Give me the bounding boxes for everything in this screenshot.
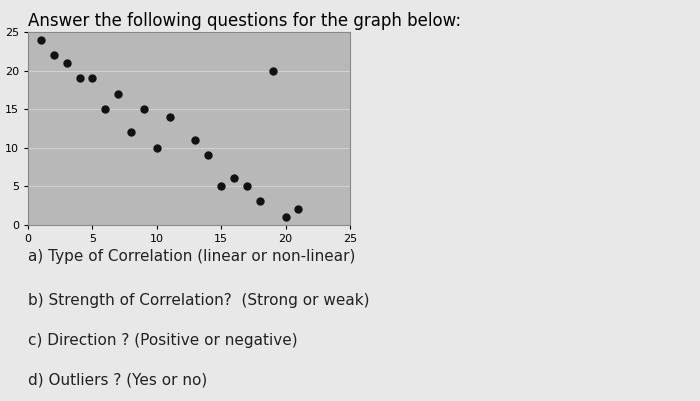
Point	[74, 75, 85, 81]
Point	[241, 183, 253, 189]
Text: Answer the following questions for the graph below:: Answer the following questions for the g…	[28, 12, 461, 30]
Text: b) Strength of Correlation?  (Strong or weak): b) Strength of Correlation? (Strong or w…	[28, 293, 370, 308]
Text: d) Outliers ? (Yes or no): d) Outliers ? (Yes or no)	[28, 373, 207, 388]
Point	[99, 106, 111, 112]
Point	[293, 206, 304, 213]
Point	[151, 144, 162, 151]
Point	[228, 175, 239, 182]
Point	[61, 60, 72, 66]
Point	[48, 52, 60, 59]
Point	[125, 129, 136, 136]
Point	[87, 75, 98, 81]
Point	[267, 67, 279, 74]
Text: c) Direction ? (Positive or negative): c) Direction ? (Positive or negative)	[28, 333, 298, 348]
Point	[139, 106, 150, 112]
Point	[164, 113, 175, 120]
Point	[280, 214, 291, 220]
Text: a) Type of Correlation (linear or non-linear): a) Type of Correlation (linear or non-li…	[28, 249, 356, 263]
Point	[35, 36, 46, 43]
Point	[254, 198, 265, 205]
Point	[216, 183, 227, 189]
Point	[113, 91, 124, 97]
Point	[203, 152, 214, 158]
Point	[190, 137, 201, 143]
